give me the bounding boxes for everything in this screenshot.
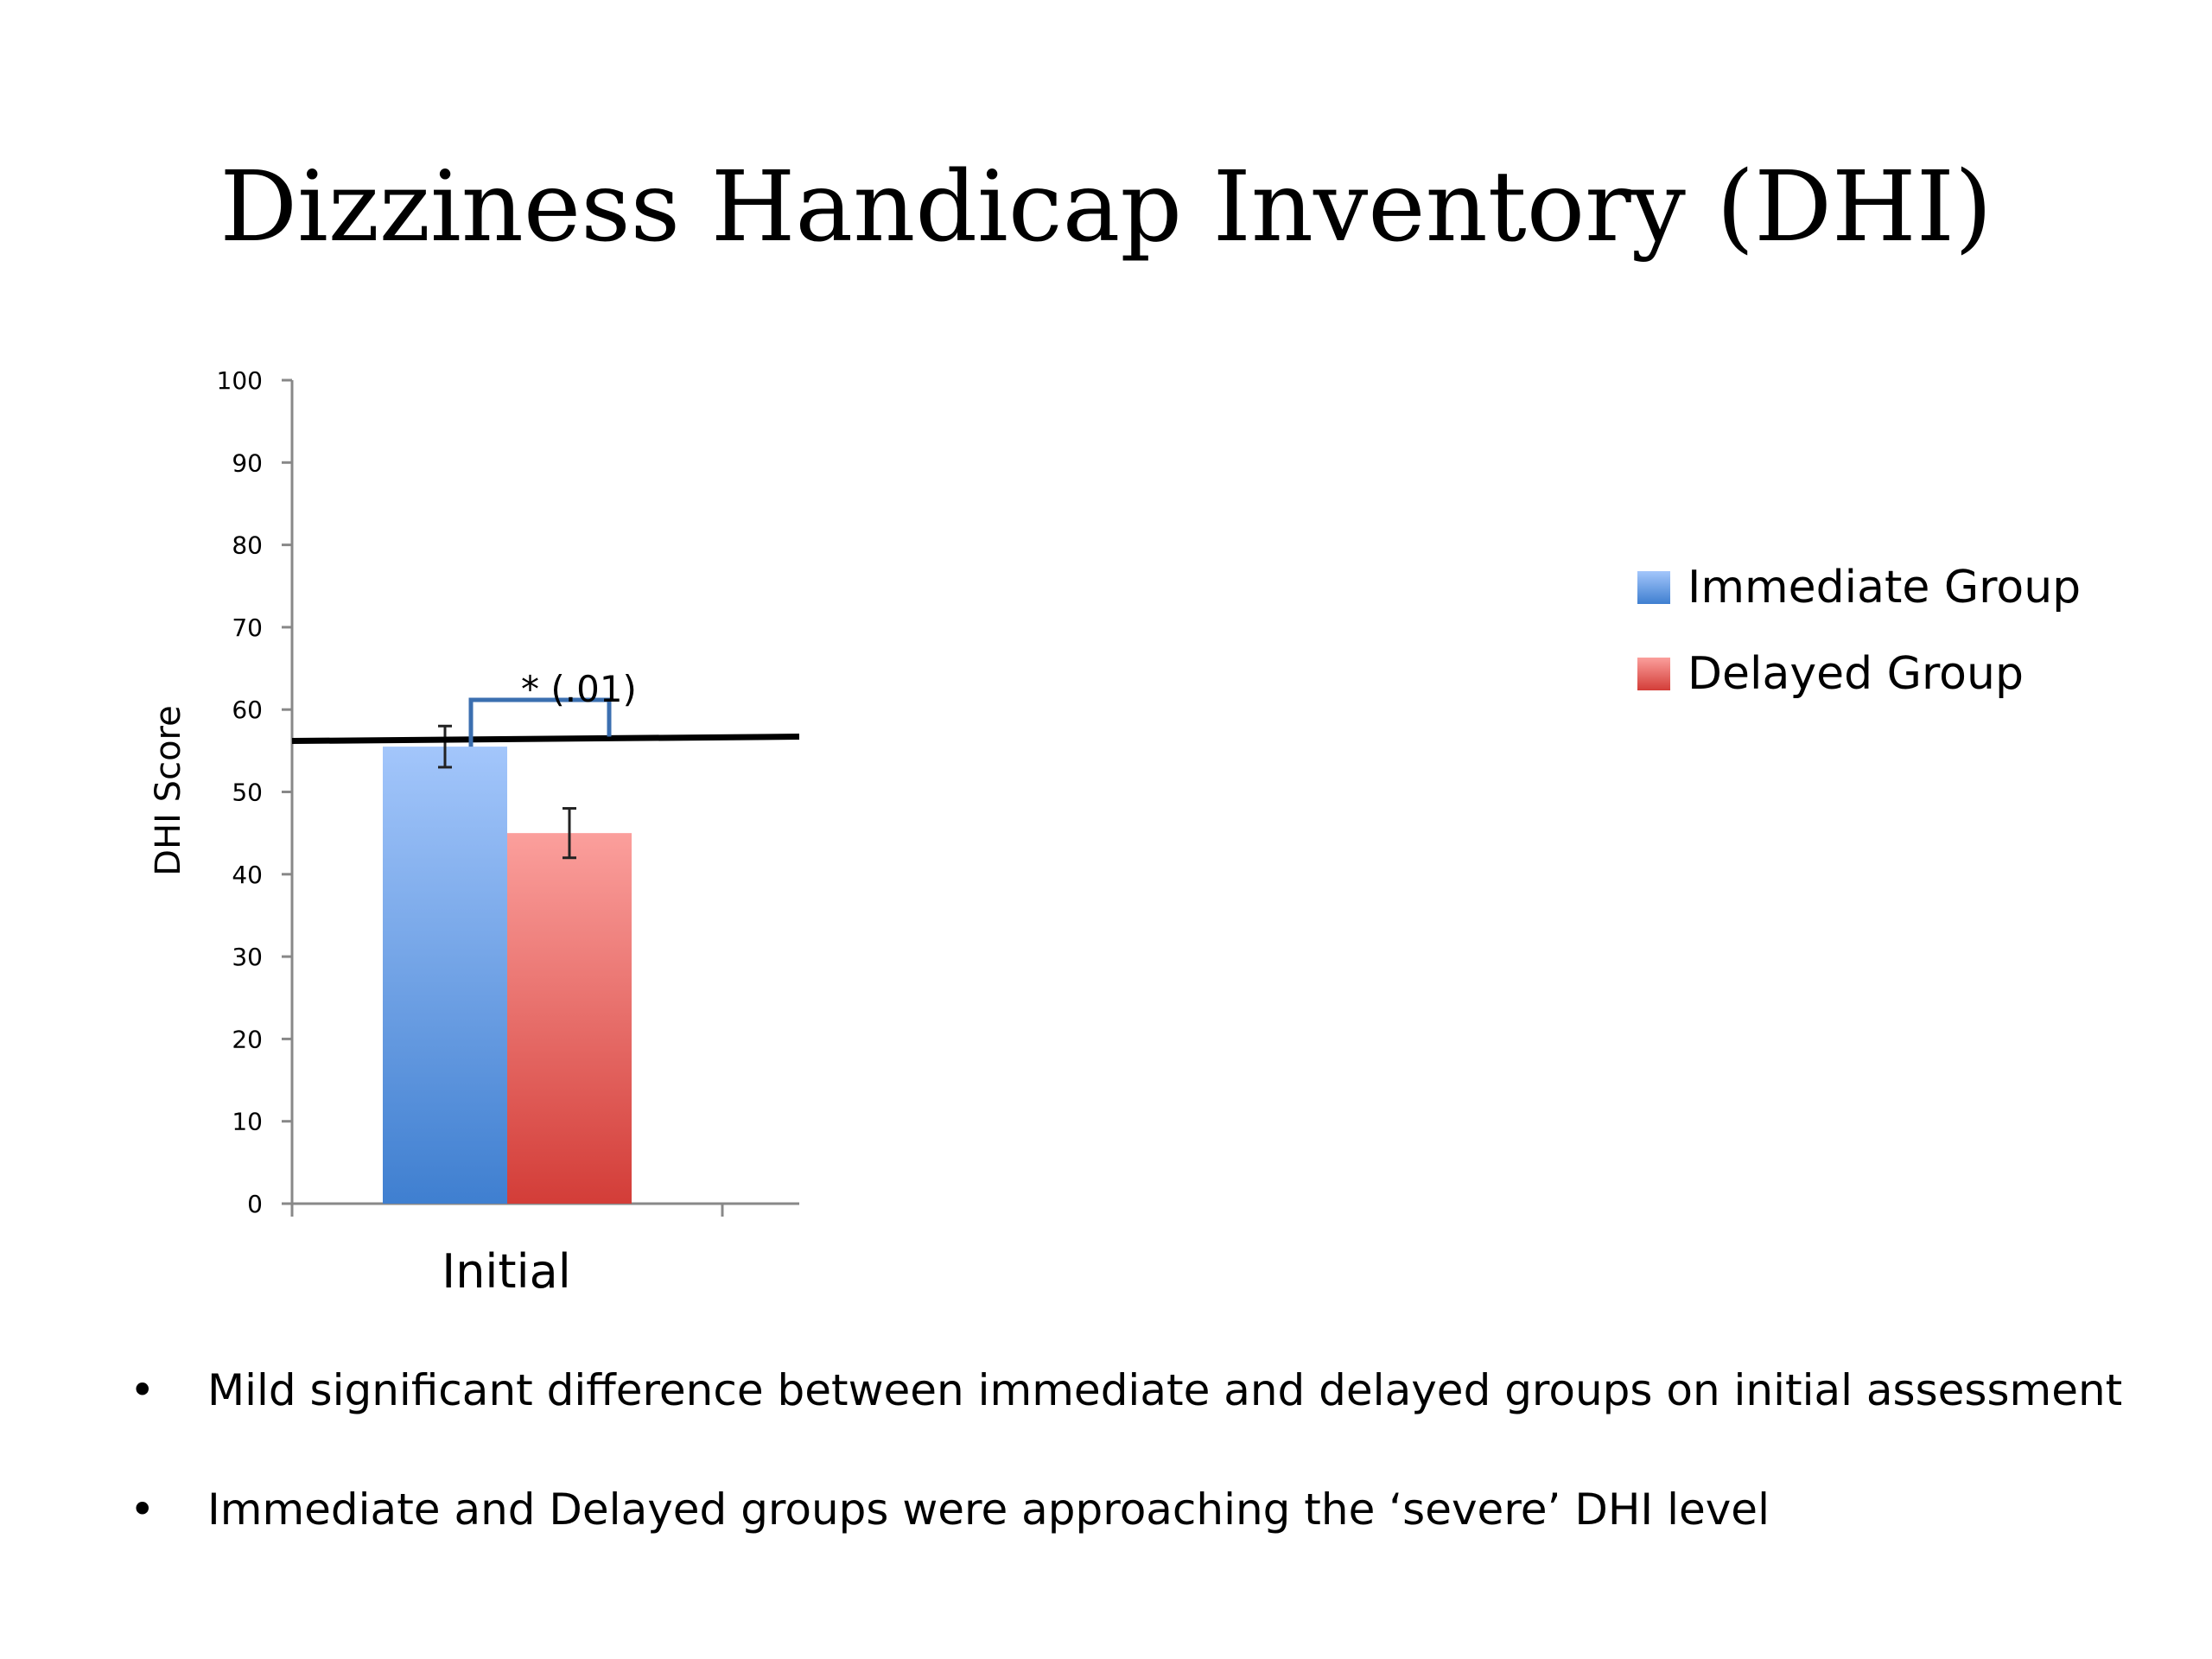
- y-tick-label: 10: [232, 1108, 263, 1136]
- y-tick-label: 100: [217, 366, 263, 395]
- bullet-list: • Mild significant difference between im…: [130, 1365, 2122, 1604]
- slide-title: Dizziness Handicap Inventory (DHI): [219, 151, 1993, 264]
- bullet-text: Mild significant difference between imme…: [207, 1365, 2123, 1415]
- bullet-dot: •: [130, 1484, 156, 1535]
- y-tick-label: 70: [232, 613, 263, 642]
- y-tick-label: 20: [232, 1025, 263, 1053]
- bullet-item: • Mild significant difference between im…: [130, 1365, 2122, 1484]
- legend-label-delayed: Delayed Group: [1688, 648, 2024, 700]
- y-tick-label: 60: [232, 696, 263, 724]
- bullet-dot: •: [130, 1365, 156, 1415]
- error-bar: [438, 724, 452, 769]
- legend-item-delayed: Delayed Group: [1637, 631, 2081, 717]
- legend-swatch-immediate: [1637, 571, 1670, 604]
- y-tick-label: 90: [232, 448, 263, 477]
- significance-label: * (.01): [521, 668, 637, 710]
- y-tick-label: 0: [247, 1190, 263, 1218]
- error-bar: [563, 807, 576, 860]
- bullet-item: • Immediate and Delayed groups were appr…: [130, 1484, 2122, 1604]
- legend-label-immediate: Immediate Group: [1688, 562, 2082, 613]
- bar-delayed-group: [507, 833, 632, 1204]
- y-tick-label: 40: [232, 861, 263, 889]
- legend-swatch-delayed: [1637, 658, 1670, 690]
- significance-bracket: [468, 697, 612, 747]
- legend-item-immediate: Immediate Group: [1637, 544, 2081, 631]
- reference-line: [291, 734, 800, 745]
- y-tick-label: 80: [232, 531, 263, 560]
- bar-immediate-group: [383, 747, 507, 1204]
- y-tick-label: 30: [232, 943, 263, 971]
- y-axis-title: DHI Score: [149, 705, 188, 875]
- y-tick-label: 50: [232, 779, 263, 807]
- x-category-label: Initial: [442, 1244, 570, 1299]
- bullet-text: Immediate and Delayed groups were approa…: [207, 1484, 1770, 1535]
- legend: Immediate Group Delayed Group: [1637, 544, 2081, 717]
